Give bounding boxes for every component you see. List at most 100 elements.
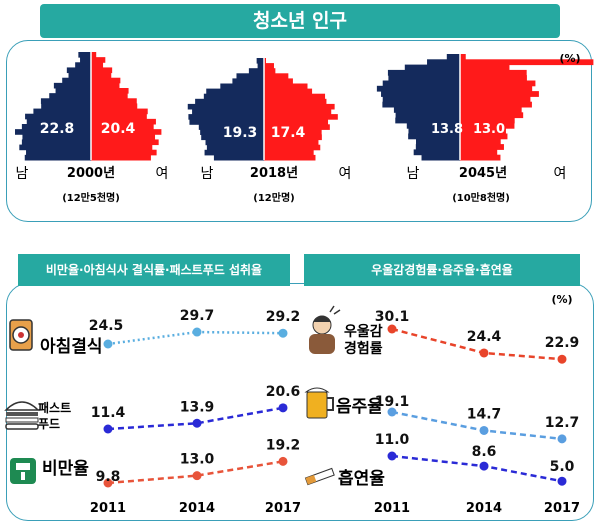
pyramid-female-bar [91,124,154,130]
data-label: 24.4 [467,329,502,345]
series-label-fastfood: 패스트 푸드 [38,401,71,431]
data-label: 14.7 [467,406,502,422]
pyramid-female-bar [460,85,533,92]
pyramid-female-bar [460,117,515,124]
pyramid-female-bar [460,69,527,76]
x-tick-label: 2011 [374,501,410,516]
pyramid-female-bar [264,78,293,84]
x-axis-ticks: 2011 2014 2017 2011 2014 2017 [90,501,580,516]
pyramid-female-bar [264,63,274,69]
data-label: 13.9 [180,399,215,415]
pyramid-female-label: 여 [156,166,169,182]
pyramid-male-bar [49,93,91,99]
pyramid-female-bar [91,62,104,68]
percent-unit-top: (%) [559,52,580,65]
pyramid-female-bar [91,103,138,110]
data-point [387,407,397,417]
pyramid-female-bar [460,107,522,113]
pyramid-male-bar [413,149,460,156]
pyramid-male-bar [376,85,460,92]
pyramid-male-bar [393,107,460,113]
pyramid-male-bar [198,124,264,130]
pyramid-male-bar [382,96,460,103]
pyramid-male-bar [26,149,91,156]
data-label: 13.0 [180,452,215,468]
pyramid-male-bar [395,117,460,124]
pyramid-female-bar [264,68,276,74]
pyramid-female-bar [460,128,506,134]
pyramid-female-bar [460,80,536,87]
pyramid-male-bar [404,64,460,71]
pyramid-female-value: 13.0 [473,122,505,137]
pyramid-2045 [376,54,594,161]
pyramid-female-bar [460,91,539,97]
pyramid-female-bar [91,88,129,94]
data-point [387,324,397,334]
burger-icon [4,401,40,430]
pyramid-2000 [15,52,162,161]
pyramid-2018 [187,58,338,161]
pyramid-female-value: 20.4 [101,121,136,137]
pyramid-female-bar [264,103,335,110]
page-title: 청소년 인구 [40,4,560,38]
pyramid-male-bar [421,154,460,161]
pyramid-male-bar [21,139,92,146]
beer-icon [304,387,334,419]
data-point [278,403,288,413]
pyramid-female-label: 여 [339,166,352,182]
pyramid-female-bar [264,93,326,100]
pyramid-male-bar [78,52,91,58]
pyramid-male-bar [256,58,264,64]
pyramid-male-bar [22,134,91,140]
data-label: 29.7 [180,308,215,324]
plate-icon [9,319,33,351]
pyramid-population: (10만8천명) [452,191,510,204]
x-tick-label: 2011 [90,501,126,516]
pyramid-male-bar [21,124,92,130]
pyramid-female-bar [264,154,316,161]
pyramid-female-bar [264,134,322,141]
pyramid-year: 2000년 [67,166,115,181]
pyramid-male-value: 13.8 [431,122,463,137]
pyramid-female-bar [264,139,319,146]
data-point [557,476,567,486]
pyramid-female-bar [91,67,113,74]
pyramid-male-bar [41,103,91,110]
pyramid-male-bar [248,68,264,74]
series-label-smoking: 흡연율 [338,468,385,489]
pyramid-female-bar [264,88,313,95]
data-label: 5.0 [550,459,575,475]
pyramid-male-bar [205,139,264,146]
pyramid-male-bar [415,144,460,150]
x-tick-label: 2017 [265,501,301,516]
pyramid-male-value: 19.3 [223,125,258,141]
pyramid-year: 2018년 [250,166,298,181]
pyramid-female-bar [91,72,112,79]
data-point [278,456,288,466]
pyramid-male-bar [206,144,264,151]
data-point [479,461,489,471]
pyramid-male-label: 남 [16,166,29,182]
left-section-banner: 비만율·아침식사 결식률·패스트푸드 섭취율 [18,254,290,286]
pyramid-male-bar [192,109,264,115]
pyramid-female-bar [91,57,106,63]
pyramid-male-bar [232,78,264,84]
data-point [192,327,202,337]
pyramid-male-bar [382,101,460,108]
pyramid-male-bar [257,63,264,69]
pyramid-female-bar [264,114,338,120]
data-label: 29.2 [266,309,301,325]
data-point [103,424,113,434]
data-label: 22.9 [545,335,580,351]
pyramid-female-bar [460,133,508,140]
scale-icon [10,458,36,484]
pyramid-female-bar [264,109,332,115]
pyramid-male-bar [19,144,91,151]
pyramid-female-label: 여 [554,166,567,182]
data-label: 30.1 [375,309,410,325]
pyramid-male-bar [68,72,91,79]
pyramid-female-bar [91,108,148,115]
data-label: 8.6 [472,444,497,460]
pyramid-male-bar [189,119,264,125]
pyramid-male-bar [204,149,264,156]
